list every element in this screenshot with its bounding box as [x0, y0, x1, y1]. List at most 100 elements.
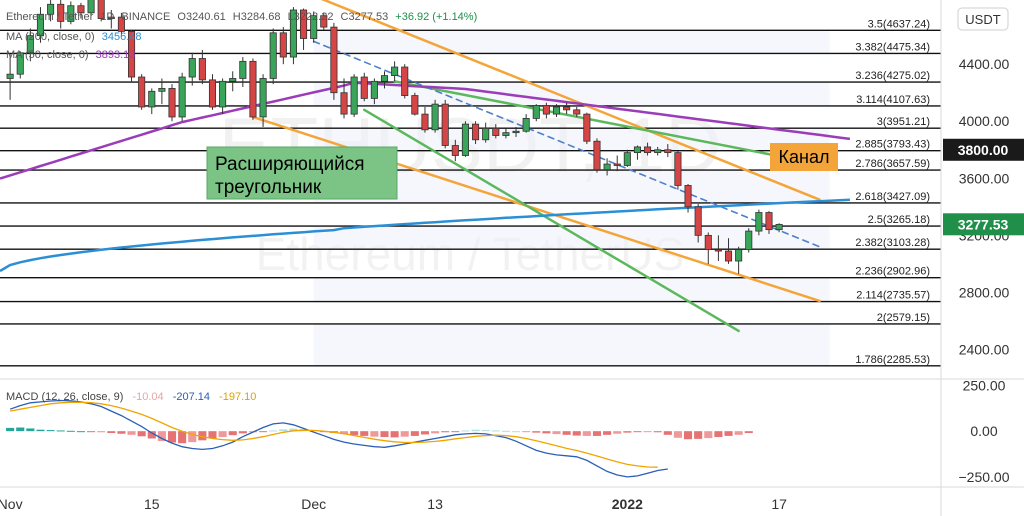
macd-histogram-bar: [127, 431, 136, 435]
candle: [6, 54, 14, 100]
macd-histogram-bar: [542, 431, 551, 434]
candle: [512, 126, 520, 137]
candle: [502, 128, 510, 139]
macd-histogram-bar: [56, 430, 65, 432]
candle-body: [259, 78, 267, 118]
candle-body: [482, 127, 490, 141]
macd-histogram-bar: [370, 431, 379, 437]
candle-body: [380, 75, 389, 82]
macd-tick-label: −250.00: [959, 469, 1010, 485]
candle: [633, 145, 641, 160]
macd-histogram-bar: [744, 431, 753, 433]
ma200-line: [0, 198, 850, 273]
price-tick-label: 4400.00: [959, 56, 1010, 72]
fib-level-label: 3(3951.21): [877, 116, 930, 128]
candle-body: [542, 105, 550, 115]
candle: [745, 228, 753, 253]
candle-body: [57, 3, 65, 22]
candle: [47, 0, 55, 22]
price-tick-label: 3600.00: [959, 170, 1010, 186]
macd-histogram-bar: [157, 431, 166, 442]
candle-body: [755, 212, 763, 232]
triangle-annotation[interactable]: Расширяющийся треугольник: [206, 146, 398, 200]
current-price-badge-text: 3277.53: [958, 216, 1009, 232]
macd-histogram-bar: [137, 431, 146, 437]
candle: [148, 88, 156, 115]
candle: [117, 12, 125, 36]
fib-zone: [313, 170, 830, 203]
candle-body: [188, 58, 196, 78]
candle: [269, 28, 277, 85]
macd-histogram-bar: [6, 427, 15, 432]
level-price-badge-bg: [943, 138, 1024, 161]
triangle-annotation-line-2: треугольник: [215, 177, 322, 198]
candle-body: [239, 60, 247, 79]
candle-body: [563, 106, 571, 111]
channel-annotation[interactable]: Канал: [770, 143, 838, 171]
candle: [310, 11, 318, 43]
macd-histogram-bar: [259, 431, 268, 433]
macd-histogram-bar: [673, 431, 682, 438]
symbol-interval: 1D: [100, 11, 115, 23]
candle: [755, 209, 763, 236]
time-tick-label: Dec: [301, 496, 326, 512]
currency-badge[interactable]: USDT: [957, 7, 1009, 31]
candle-body: [644, 146, 652, 154]
candle: [563, 102, 571, 115]
candle-body: [765, 212, 773, 231]
candle-body: [279, 32, 287, 58]
candle-body: [441, 103, 449, 146]
candle: [279, 27, 287, 65]
triangle-annotation-line-1: Расширяющийся: [215, 154, 365, 175]
candle: [16, 51, 24, 79]
currency-label: USDT: [965, 12, 1000, 27]
candle-body: [583, 113, 591, 142]
price-tick-label: 4000.00: [959, 113, 1010, 129]
candle: [411, 92, 419, 116]
candle-body: [704, 234, 712, 251]
candle-body: [603, 163, 611, 171]
candle-body: [208, 79, 217, 108]
macd-histogram-bar: [552, 431, 561, 435]
symbol-exchange: BINANCE: [121, 11, 171, 23]
macd-histogram-bar: [26, 428, 35, 432]
ohlc-open: O3240.61: [177, 11, 226, 23]
fib-level-label: 2.618(3427.09): [855, 191, 930, 203]
macd-histogram-bar: [147, 431, 156, 439]
macd-histogram-bar: [36, 429, 45, 432]
candle-body: [633, 146, 641, 154]
candle: [87, 0, 95, 16]
macd-histogram-bar: [704, 431, 713, 439]
candle-body: [623, 152, 631, 166]
candle: [188, 52, 196, 86]
candle-body: [198, 58, 206, 81]
fib-level-label: 2(2579.15): [877, 312, 930, 324]
current-price-badge-bg: [943, 213, 1024, 236]
ma200-value: 3456.48: [101, 31, 142, 43]
macd-histogram-bar: [76, 431, 85, 433]
candle-body: [573, 109, 581, 115]
candle-body: [330, 26, 338, 94]
candle: [36, 7, 45, 43]
candle: [573, 106, 581, 117]
candle: [765, 211, 773, 234]
candle: [644, 142, 652, 156]
candle-body: [674, 152, 682, 186]
fib-zone: [313, 277, 830, 302]
candle-body: [47, 3, 55, 15]
candle-body: [178, 76, 186, 118]
candle-body: [664, 149, 672, 154]
candle: [219, 78, 227, 115]
symbol-name: Ethereum / Tether: [6, 11, 94, 23]
candle: [229, 71, 237, 92]
macd-histogram-bar: [694, 431, 703, 439]
candle-body: [128, 30, 136, 78]
candle: [320, 12, 328, 30]
macd-signal-line: [9, 401, 658, 468]
candle: [542, 102, 550, 119]
candle: [391, 61, 399, 82]
macd-histogram-bar: [623, 431, 632, 433]
candle-body: [745, 230, 753, 251]
candle: [775, 223, 783, 233]
